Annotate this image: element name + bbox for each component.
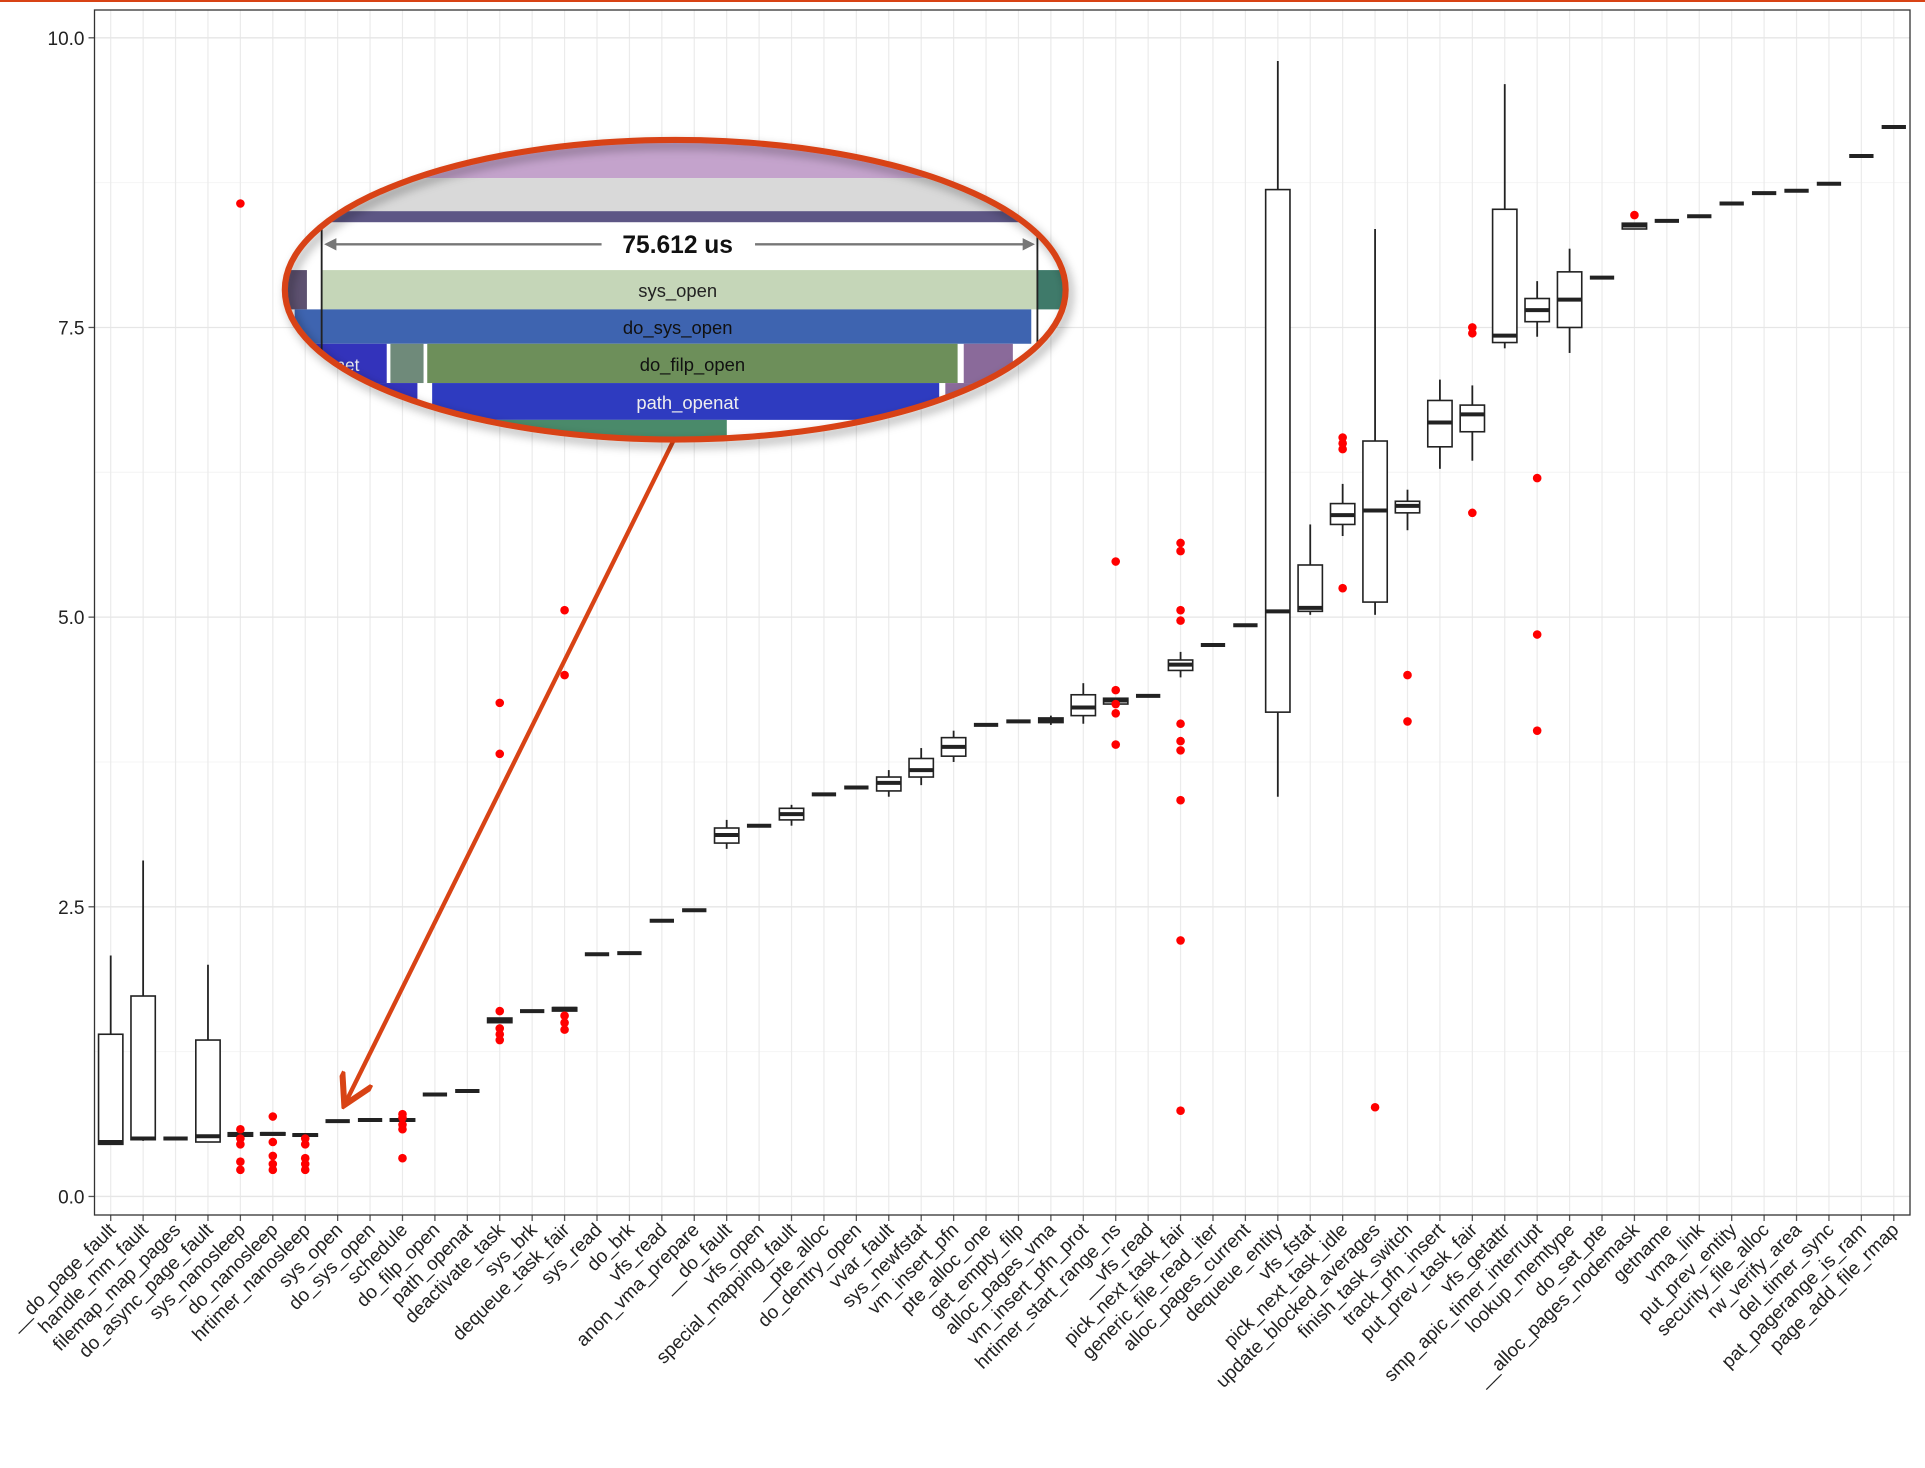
box [1493,209,1517,342]
outlier [495,750,504,759]
outlier [1176,606,1185,615]
outlier [236,199,245,208]
outlier [236,1166,245,1175]
outlier [1176,746,1185,755]
outlier [269,1166,278,1175]
outlier [1176,1106,1185,1115]
box [1460,405,1484,432]
outlier [495,699,504,708]
inset-measure: 75.612 us [622,232,733,259]
outlier [1533,474,1542,483]
box [196,1040,220,1142]
outlier [495,1036,504,1045]
outlier [1371,1103,1380,1112]
inset-frame: do_sys_open [623,317,733,339]
outlier [1176,547,1185,556]
outlier [1176,796,1185,805]
outlier [1176,539,1185,548]
y-tick-label: 5.0 [58,608,84,629]
y-tick-label: 7.5 [58,318,84,339]
outlier [1111,700,1120,709]
y-tick-label: 10.0 [48,29,85,50]
outlier [1338,584,1347,593]
outlier [269,1152,278,1161]
outlier [236,1140,245,1149]
outlier [560,606,569,615]
box [99,1034,123,1144]
outlier [236,1157,245,1166]
page: {"chart_data": { "type": "box", "categor… [0,0,1925,1463]
outlier [398,1125,407,1134]
y-tick-label: 2.5 [58,898,84,919]
chart: 0.02.55.07.510.0__do_page_faulthandle_mm… [0,0,1925,1463]
outlier [1630,211,1639,220]
inset-frame: sys_open [638,280,717,302]
outlier [398,1154,407,1163]
outlier [1403,671,1412,680]
outlier [1176,616,1185,625]
outlier [1468,329,1477,338]
outlier [301,1140,310,1149]
outlier [1111,557,1120,566]
inset-frame: do_filp_open [640,354,745,376]
outlier [1338,445,1347,454]
outlier [1111,686,1120,695]
outlier [495,1007,504,1016]
outlier [269,1112,278,1121]
outlier [269,1138,278,1147]
outlier [1176,719,1185,728]
outlier [1468,509,1477,518]
outlier [1533,726,1542,735]
top-rule [0,0,1925,2]
inset-frame: path_openat [636,392,738,414]
box [131,996,155,1140]
outlier [1533,630,1542,639]
outlier [1111,740,1120,749]
outlier [560,671,569,680]
outlier [1176,737,1185,746]
panel [95,10,1911,1215]
y-tick-label: 0.0 [58,1187,84,1208]
box [1266,190,1290,713]
box [909,758,933,777]
box [1071,695,1095,716]
outlier [1176,936,1185,945]
box [1363,441,1387,602]
outlier [1403,717,1412,726]
outlier [1111,709,1120,718]
outlier [236,1125,245,1134]
box [1298,565,1322,611]
outlier [301,1166,310,1175]
outlier [560,1025,569,1034]
